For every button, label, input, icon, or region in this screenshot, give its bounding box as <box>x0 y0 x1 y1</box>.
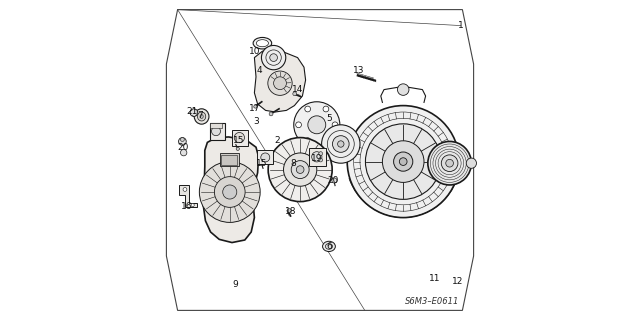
Polygon shape <box>179 185 197 207</box>
Circle shape <box>365 124 441 199</box>
Text: 16: 16 <box>180 202 192 211</box>
Text: 12: 12 <box>452 277 463 286</box>
Circle shape <box>466 158 476 168</box>
Circle shape <box>236 147 239 150</box>
Circle shape <box>293 92 297 96</box>
Circle shape <box>323 106 329 112</box>
Circle shape <box>180 149 187 156</box>
Text: 6: 6 <box>327 242 332 251</box>
Ellipse shape <box>195 109 209 124</box>
Text: 15: 15 <box>233 136 244 145</box>
Text: 18: 18 <box>285 207 296 216</box>
Circle shape <box>287 209 291 212</box>
Circle shape <box>383 141 424 182</box>
Ellipse shape <box>326 244 333 249</box>
Circle shape <box>319 158 323 162</box>
Text: 13: 13 <box>353 66 364 75</box>
Circle shape <box>214 177 245 207</box>
Text: 10: 10 <box>249 47 260 56</box>
Ellipse shape <box>253 37 271 49</box>
Bar <box>210 123 222 128</box>
Text: 8: 8 <box>290 159 296 168</box>
Bar <box>308 148 326 166</box>
Circle shape <box>347 106 460 218</box>
Text: 7: 7 <box>197 111 203 120</box>
Circle shape <box>305 138 310 143</box>
Circle shape <box>446 159 453 167</box>
Bar <box>232 130 248 146</box>
Circle shape <box>319 152 323 156</box>
Circle shape <box>323 138 329 143</box>
Text: 15: 15 <box>256 159 268 168</box>
Text: 14: 14 <box>292 85 303 94</box>
Text: S6M3–E0611: S6M3–E0611 <box>405 297 459 306</box>
Circle shape <box>284 153 317 186</box>
Circle shape <box>274 77 287 90</box>
Circle shape <box>308 116 326 134</box>
Circle shape <box>268 138 332 202</box>
Text: 17: 17 <box>249 104 260 113</box>
Circle shape <box>312 152 322 162</box>
Bar <box>210 123 225 140</box>
Text: 2: 2 <box>274 136 280 145</box>
Bar <box>220 153 239 166</box>
Circle shape <box>332 122 338 128</box>
Bar <box>221 155 237 165</box>
Circle shape <box>397 84 409 95</box>
Circle shape <box>269 112 273 116</box>
Circle shape <box>200 162 260 222</box>
Circle shape <box>223 185 237 199</box>
Circle shape <box>399 158 407 165</box>
Polygon shape <box>204 137 259 243</box>
Circle shape <box>268 71 292 95</box>
Circle shape <box>305 106 310 112</box>
Text: 4: 4 <box>257 66 262 75</box>
Text: 20: 20 <box>327 176 339 185</box>
Circle shape <box>261 153 270 162</box>
Circle shape <box>322 125 360 163</box>
Circle shape <box>190 109 198 116</box>
Circle shape <box>191 204 195 207</box>
Text: 5: 5 <box>327 114 332 123</box>
Circle shape <box>332 178 337 183</box>
Text: 19: 19 <box>311 154 323 163</box>
Circle shape <box>211 127 220 136</box>
Circle shape <box>179 138 186 145</box>
Circle shape <box>394 152 413 171</box>
Circle shape <box>333 136 349 152</box>
Circle shape <box>183 188 187 191</box>
Circle shape <box>291 161 309 179</box>
Circle shape <box>338 141 344 147</box>
Circle shape <box>270 54 278 61</box>
Circle shape <box>180 138 184 141</box>
Circle shape <box>262 45 286 70</box>
Circle shape <box>428 141 472 185</box>
Circle shape <box>294 102 340 148</box>
Text: 1: 1 <box>458 21 463 30</box>
Text: 3: 3 <box>253 117 259 126</box>
Circle shape <box>234 132 244 143</box>
Text: 20: 20 <box>177 143 189 152</box>
Polygon shape <box>254 51 306 112</box>
Text: 21: 21 <box>186 108 198 116</box>
Circle shape <box>442 155 458 172</box>
Circle shape <box>254 105 257 108</box>
Ellipse shape <box>197 112 206 121</box>
Ellipse shape <box>323 241 335 252</box>
Circle shape <box>296 122 301 128</box>
Bar <box>257 150 273 164</box>
Ellipse shape <box>256 40 269 47</box>
Text: 11: 11 <box>429 274 441 283</box>
Ellipse shape <box>200 115 204 118</box>
Circle shape <box>296 166 304 173</box>
Text: 9: 9 <box>232 280 238 289</box>
